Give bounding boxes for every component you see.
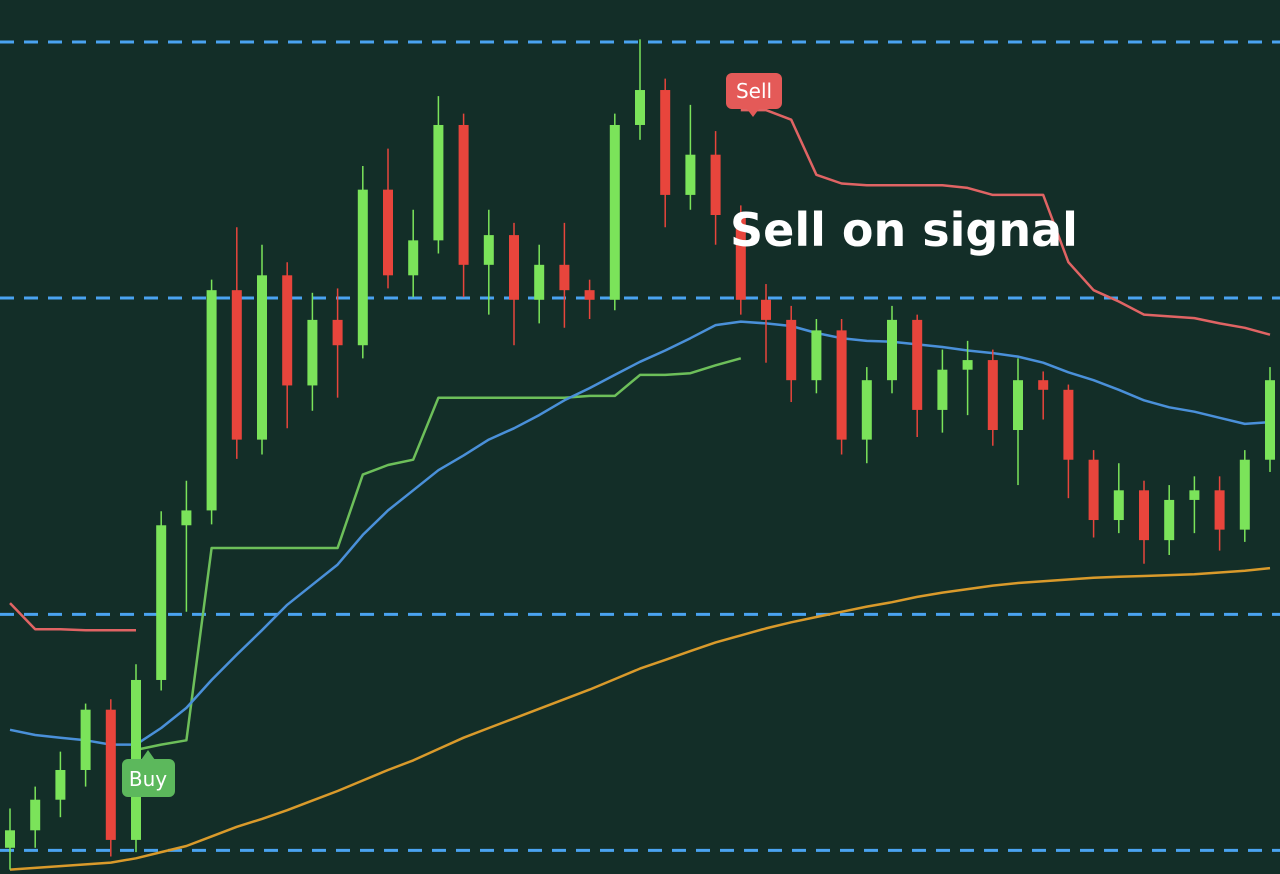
indicator-line [9,566,1271,871]
candle-body [5,830,15,848]
candle-body [1139,490,1149,541]
candle-body [282,275,293,386]
candle-body [1063,389,1074,460]
candle-body [811,330,822,381]
candle-body [181,510,192,526]
candle-body [660,90,671,195]
indicator-line [9,320,1271,746]
candle-body [710,154,721,216]
candle-body [584,290,595,300]
candle-body [206,290,217,511]
candle-body [559,264,570,291]
candle-body [836,330,847,440]
candle-body [231,290,242,440]
candle-body [509,235,519,300]
candle-body [30,799,41,831]
candle-body [735,215,746,300]
candle-body [912,319,923,410]
candle-body [937,369,948,410]
sell-tag: Sell [726,73,782,117]
candle-body [332,319,343,346]
candle-body [761,299,771,320]
candle-body [156,525,167,680]
buy-tag-pointer [141,750,155,760]
candle-body [786,319,797,381]
candle-body [80,709,91,770]
sell-tag-box [726,73,782,109]
candle-body [1164,499,1175,541]
candle-body [1038,380,1049,390]
indicator-line [135,357,742,752]
candle-body [887,319,897,381]
candle-body [685,154,696,195]
candle-body [635,90,645,125]
candle-body [483,235,494,265]
candle-body [1113,490,1124,521]
candle-body [1013,380,1023,431]
candle-body [257,275,267,440]
buy-tag-text: Buy [129,767,167,791]
candle-body [105,709,116,840]
buy-tag-box [122,759,175,797]
candle-body [1265,380,1275,460]
candle-body [609,124,620,300]
candle-body [1088,459,1099,521]
candle-body [861,380,872,440]
indicator-line [9,108,1271,632]
candle-body [55,769,66,800]
candle-body [962,360,973,370]
candle-body [1189,490,1200,500]
candle-body [408,240,419,276]
candle-body [458,124,469,265]
candle-body [383,189,393,276]
candle-body [307,319,318,386]
candle-body [1239,459,1250,530]
candle-body [1214,490,1225,530]
candle-body [987,360,998,431]
annotation: Sell on signal [730,203,1078,257]
candle-body [433,124,444,241]
candle-body [534,264,545,300]
sell-tag-text: Sell [736,79,772,103]
buy-tag: Buy [122,750,175,797]
candle-body [357,189,368,346]
sell-tag-pointer [747,109,759,117]
